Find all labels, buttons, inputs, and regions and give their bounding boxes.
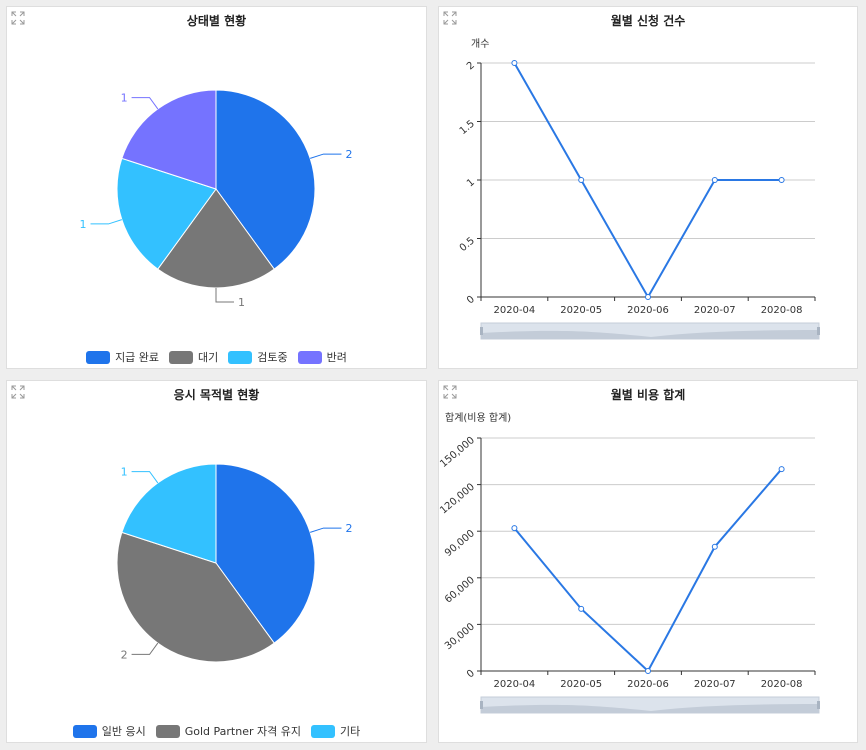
pie-data-label: 2 <box>345 522 352 535</box>
legend-swatch <box>228 350 253 364</box>
pie-data-label: 1 <box>238 296 245 309</box>
y-tick-label: 30,000 <box>443 621 477 652</box>
chart-title: 월별 비용 합계 <box>610 388 686 402</box>
legend-swatch <box>310 724 335 738</box>
x-tick-label: 2020-07 <box>694 679 736 690</box>
status-pie-chart: 2 1 1 1 <box>80 89 352 309</box>
chart-legend: 일반 응시 Gold Partner 자격 유지 기타 <box>7 723 426 739</box>
y-axis-label: 합계(비용 합계) <box>445 413 512 424</box>
zoom-handle-right[interactable] <box>817 327 820 335</box>
data-point <box>578 605 585 612</box>
legend-item[interactable]: 기타 <box>310 723 361 739</box>
pie-leader-line <box>131 97 159 110</box>
data-point <box>578 177 585 183</box>
pie-data-label: 1 <box>80 218 87 231</box>
legend-item[interactable]: 대기 <box>169 349 218 365</box>
legend-label: 지급 완료 <box>115 351 160 364</box>
data-point <box>645 294 651 300</box>
legend-label: 기타 <box>339 725 361 738</box>
legend-item[interactable]: 반려 <box>297 349 347 365</box>
monthly-count-line-chart: 0 0.5 1 1.5 2 2020-04 2020-05 2020-06 2020-07 202… <box>458 60 820 340</box>
legend-swatch <box>155 724 180 738</box>
legend-label: 일반 응시 <box>101 725 146 738</box>
x-tick-label: 2020-04 <box>494 305 536 316</box>
data-point <box>778 177 785 183</box>
y-tick-label: 0 <box>465 668 477 681</box>
monthly-count-chart-panel: 월별 신청 건수 개수 0 0.5 1 1.5 2 2020-04 2020-05 2020-… <box>438 6 858 369</box>
legend-item[interactable]: 일반 응시 <box>72 723 146 739</box>
pie-data-label: 2 <box>345 148 352 161</box>
data-point <box>711 177 718 183</box>
data-point <box>778 466 785 473</box>
legend-swatch <box>72 724 97 738</box>
x-tick-label: 2020-07 <box>694 305 736 316</box>
x-tick-label: 2020-08 <box>761 679 803 690</box>
expand-arrows-icon[interactable] <box>443 11 457 25</box>
data-point <box>511 525 518 532</box>
y-axis-label: 개수 <box>471 39 490 50</box>
pie-leader-line <box>310 153 342 159</box>
legend-item[interactable]: Gold Partner 자격 유지 <box>155 723 301 739</box>
legend-label: 대기 <box>198 351 219 364</box>
zoom-slider-preview <box>481 704 819 713</box>
y-tick-label: 120,000 <box>439 481 477 516</box>
chart-title: 응시 목적별 현황 <box>173 388 260 402</box>
y-tick-label: 60,000 <box>443 575 477 606</box>
legend-item[interactable]: 지급 완료 <box>86 349 159 365</box>
pie-data-label: 2 <box>121 648 128 661</box>
legend-label: 반려 <box>326 351 347 364</box>
y-tick-label: 0 <box>465 294 477 307</box>
pie-data-label: 1 <box>121 92 128 105</box>
data-point <box>711 543 718 550</box>
status-chart-panel: 상태별 현황 2 1 1 1 지급 완료 대기 검토중 반려 <box>6 6 427 369</box>
pie-slice <box>215 463 316 644</box>
pie-leader-line <box>131 642 159 655</box>
pie-leader-line <box>90 219 122 225</box>
zoom-handle-left[interactable] <box>480 327 483 335</box>
zoom-handle-left[interactable] <box>480 701 483 709</box>
chart-legend: 지급 완료 대기 검토중 반려 <box>7 349 426 365</box>
legend-item[interactable]: 검토중 <box>228 349 288 365</box>
legend-swatch <box>169 350 194 364</box>
y-tick-label: 1.5 <box>458 118 477 137</box>
x-tick-label: 2020-06 <box>627 305 669 316</box>
legend-label: 검토중 <box>257 351 288 364</box>
monthly-cost-chart-panel: 월별 비용 합계 합계(비용 합계) 0 30,000 60,000 90,000 12… <box>438 380 858 743</box>
legend-swatch <box>297 350 322 364</box>
pie-slice <box>116 531 275 663</box>
x-tick-label: 2020-05 <box>560 679 602 690</box>
pie-leader-line <box>310 527 342 533</box>
x-tick-label: 2020-06 <box>627 679 669 690</box>
y-tick-label: 2 <box>465 60 477 73</box>
y-tick-label: 90,000 <box>443 528 477 559</box>
x-tick-label: 2020-08 <box>761 305 803 316</box>
expand-arrows-icon[interactable] <box>11 385 25 399</box>
chart-title: 월별 신청 건수 <box>610 14 686 28</box>
zoom-slider-preview <box>481 330 819 339</box>
pie-leader-line <box>215 288 234 303</box>
x-tick-label: 2020-05 <box>560 305 602 316</box>
chart-title: 상태별 현황 <box>186 14 247 28</box>
pie-data-label: 1 <box>121 466 128 479</box>
purpose-pie-chart: 2 2 1 <box>116 463 352 663</box>
legend-label: Gold Partner 자격 유지 <box>184 725 301 738</box>
series-line <box>513 468 783 673</box>
y-tick-label: 0.5 <box>458 235 477 254</box>
pie-leader-line <box>131 471 159 484</box>
data-point <box>645 668 651 674</box>
x-tick-label: 2020-04 <box>494 679 536 690</box>
zoom-handle-right[interactable] <box>817 701 820 709</box>
y-tick-label: 150,000 <box>439 435 477 470</box>
legend-swatch <box>86 350 111 364</box>
pie-slice <box>215 89 316 270</box>
y-tick-label: 1 <box>465 177 477 190</box>
monthly-cost-line-chart: 0 30,000 60,000 90,000 120,000 150,000 2020-04… <box>439 435 820 714</box>
purpose-chart-panel: 응시 목적별 현황 2 2 1 일반 응시 Gold Partner 자격 유지 기타 <box>6 380 427 743</box>
data-point <box>511 60 518 66</box>
expand-arrows-icon[interactable] <box>11 11 25 25</box>
expand-arrows-icon[interactable] <box>443 385 457 399</box>
